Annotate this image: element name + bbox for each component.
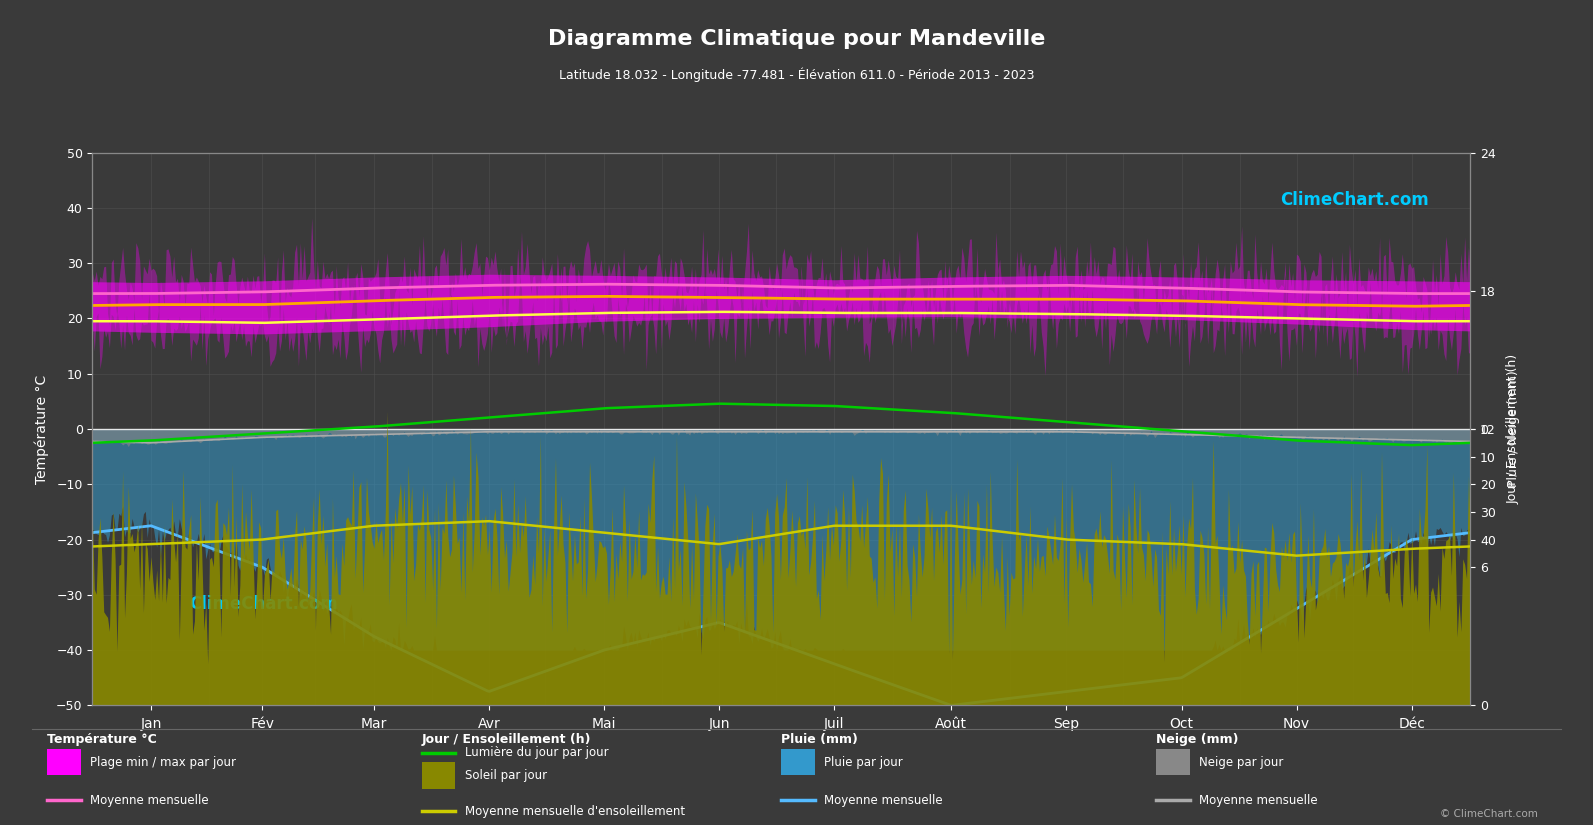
Text: Lumière du jour par jour: Lumière du jour par jour	[465, 746, 609, 759]
Text: Moyenne mensuelle: Moyenne mensuelle	[1198, 794, 1317, 807]
Text: Diagramme Climatique pour Mandeville: Diagramme Climatique pour Mandeville	[548, 29, 1045, 49]
Text: Pluie par jour: Pluie par jour	[824, 756, 903, 769]
Bar	[1157, 749, 1190, 776]
Text: © ClimeChart.com: © ClimeChart.com	[1440, 809, 1539, 819]
Text: Moyenne mensuelle: Moyenne mensuelle	[824, 794, 943, 807]
Text: Moyenne mensuelle: Moyenne mensuelle	[89, 794, 209, 807]
Bar	[422, 762, 456, 789]
Text: Latitude 18.032 - Longitude -77.481 - Élévation 611.0 - Période 2013 - 2023: Latitude 18.032 - Longitude -77.481 - Él…	[559, 68, 1034, 82]
Text: Pluie (mm): Pluie (mm)	[781, 733, 859, 746]
Text: Température °C: Température °C	[48, 733, 156, 746]
Text: Moyenne mensuelle d'ensoleillement: Moyenne mensuelle d'ensoleillement	[465, 805, 685, 818]
Text: ClimeChart.com: ClimeChart.com	[190, 595, 338, 613]
Y-axis label: Jour / Ensoleillement (h): Jour / Ensoleillement (h)	[1507, 354, 1520, 504]
Y-axis label: Température °C: Température °C	[35, 375, 49, 483]
Text: Soleil par jour: Soleil par jour	[465, 769, 546, 782]
Text: Plage min / max par jour: Plage min / max par jour	[89, 756, 236, 769]
Text: ClimeChart.com: ClimeChart.com	[1281, 191, 1429, 210]
Y-axis label: Pluie / Neige (mm): Pluie / Neige (mm)	[1507, 370, 1520, 488]
Text: Jour / Ensoleillement (h): Jour / Ensoleillement (h)	[422, 733, 591, 746]
Bar	[48, 749, 81, 776]
Bar	[781, 749, 816, 776]
Text: Neige (mm): Neige (mm)	[1157, 733, 1238, 746]
Text: Neige par jour: Neige par jour	[1198, 756, 1282, 769]
